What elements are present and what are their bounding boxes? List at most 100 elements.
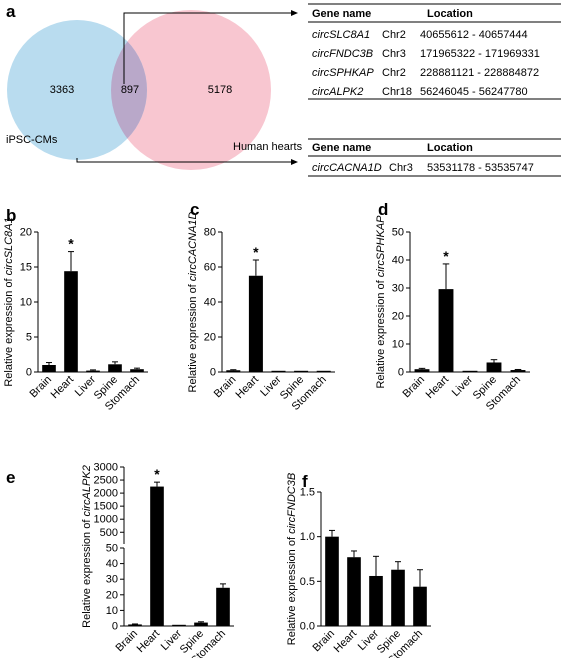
x-tick-label: Heart — [332, 628, 360, 656]
table-cell: circSPHKAP — [312, 67, 374, 79]
bar-heart — [438, 289, 454, 372]
y-tick-label: 50 — [392, 227, 404, 239]
venn-circle-ipsc-cms — [7, 20, 147, 160]
y-axis-label: Relative expression of circALPK2 — [81, 465, 93, 628]
y-tick-label: 30 — [106, 574, 118, 586]
y-tick-label: 0 — [210, 367, 216, 379]
y-tick-label: 40 — [392, 255, 404, 267]
bar-liver — [271, 370, 286, 372]
venn-circle-human-hearts — [111, 10, 271, 170]
y-tick-label: 1.5 — [300, 487, 315, 499]
y-tick-label: 40 — [204, 297, 216, 309]
bar-spine — [294, 370, 309, 372]
table-bottom: Gene name Location circCACNA1D Chr3 5353… — [308, 138, 561, 177]
bar-heart — [248, 275, 263, 372]
bar-liver — [86, 370, 100, 372]
table-cell: Chr3 — [389, 162, 413, 174]
table-cell: Chr18 — [382, 86, 412, 98]
bar-stomach — [130, 369, 144, 372]
venn-overlap-count: 897 — [121, 84, 139, 96]
y-tick-label: 20 — [392, 311, 404, 323]
bar-spine — [486, 362, 502, 372]
bar-liver — [369, 575, 383, 626]
y-tick-label: 20 — [20, 227, 32, 239]
panel-label-c: c — [190, 200, 199, 219]
bar-heart — [64, 271, 78, 372]
bar-spine — [391, 569, 405, 626]
bar-heart — [347, 557, 361, 626]
y-tick-label: 20 — [106, 589, 118, 601]
bar-charts: b 0 5 10 15 20 Relative expression of circSLC8… — [3, 200, 530, 658]
panel-label-f: f — [302, 472, 308, 491]
bar-brain — [226, 370, 241, 372]
bar-heart — [150, 486, 164, 626]
table-cell: 56246045 - 56247780 — [420, 86, 528, 98]
bar-brain — [128, 624, 142, 626]
table-top: Gene name Location circSLC8A1 Chr2 40655… — [308, 3, 561, 100]
panel-label-a: a — [6, 2, 16, 21]
y-tick-label: 1000 — [94, 514, 118, 526]
arrow-left-to-table — [76, 158, 292, 163]
y-tick-label: 80 — [204, 227, 216, 239]
table-cell: circCACNA1D — [312, 162, 382, 174]
table-bottom-header-gene: Gene name — [312, 142, 371, 154]
venn-left-count: 3363 — [50, 84, 74, 96]
bar-stomach — [216, 587, 230, 626]
bar-spine — [108, 364, 122, 372]
table-top-header-gene: Gene name — [312, 8, 371, 20]
x-tick-label: Brain — [400, 374, 427, 401]
y-axis-label: Relative expression of circSLC8A1 — [3, 217, 15, 386]
y-tick-label: 10 — [392, 339, 404, 351]
table-bottom-header-location: Location — [427, 142, 473, 154]
y-tick-label: 10 — [106, 605, 118, 617]
chart-panel-b: b 0 5 10 15 20 Relative expression of circSLC8… — [3, 206, 148, 413]
y-tick-label: 50 — [106, 543, 118, 555]
venn-right-count: 5178 — [208, 84, 232, 96]
table-cell: Chr3 — [382, 48, 406, 60]
venn-left-label: iPSC-CMs — [6, 134, 58, 146]
y-tick-label: 60 — [204, 262, 216, 274]
bar-liver — [462, 370, 478, 372]
table-cell: 40655612 - 40657444 — [420, 29, 528, 41]
arrowhead-bottom — [291, 159, 298, 165]
bar-stomach — [510, 370, 526, 372]
bar-liver — [172, 624, 186, 626]
y-tick-label: 20 — [204, 332, 216, 344]
bar-brain — [42, 365, 56, 372]
chart-panel-d: d 0 10 20 30 40 50 Relative expression of circS… — [375, 200, 530, 413]
table-cell: 228881121 - 228884872 — [420, 67, 539, 79]
venn-right-label: Human hearts — [233, 141, 303, 153]
y-tick-label: 2000 — [94, 488, 118, 500]
table-top-header-location: Location — [427, 8, 473, 20]
bar-spine — [194, 622, 208, 626]
panel-label-d: d — [378, 200, 388, 219]
y-tick-label: 40 — [106, 558, 118, 570]
y-tick-label: 0 — [26, 367, 32, 379]
y-tick-label: 1.0 — [300, 531, 315, 543]
bar-brain — [325, 536, 339, 626]
panel-label-e: e — [6, 468, 15, 487]
y-axis-label: Relative expression of circSPHKAP — [375, 215, 387, 389]
y-tick-label: 0.0 — [300, 621, 315, 633]
y-tick-label: 30 — [392, 283, 404, 295]
table-cell: Chr2 — [382, 29, 406, 41]
y-tick-label: 2500 — [94, 475, 118, 487]
table-cell: 171965322 - 171969331 — [420, 48, 540, 60]
x-tick-label: Heart — [135, 628, 163, 656]
y-tick-label: 0 — [398, 367, 404, 379]
y-tick-label: 10 — [20, 297, 32, 309]
y-axis-label: Relative expression of circFNDC3B — [286, 473, 298, 645]
significance-marker: * — [68, 236, 74, 252]
y-tick-label: 0.5 — [300, 576, 315, 588]
arrowhead-top — [291, 10, 298, 16]
significance-marker: * — [443, 248, 449, 264]
x-tick-label: Heart — [234, 374, 262, 402]
y-tick-label: 0 — [112, 621, 118, 633]
y-tick-label: 500 — [100, 527, 118, 539]
table-cell: circSLC8A1 — [312, 29, 370, 41]
venn-arrows — [76, 10, 298, 165]
y-tick-label: 5 — [26, 332, 32, 344]
y-tick-label: 15 — [20, 262, 32, 274]
